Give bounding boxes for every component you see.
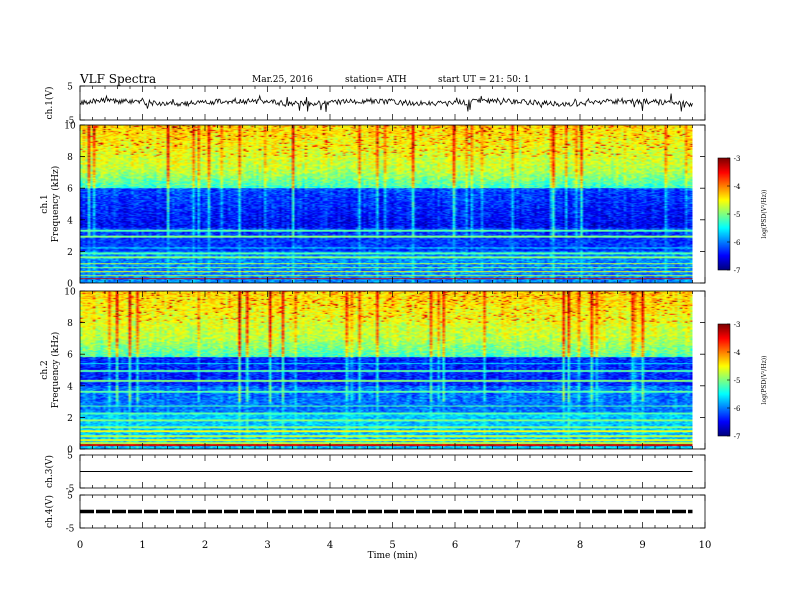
spectrogram-image-ch2 (80, 291, 693, 449)
y-tick-label: 6 (67, 185, 73, 195)
y-tick-label: 5 (67, 83, 73, 93)
x-tick-label: 0 (77, 540, 83, 551)
y-tick-label: 6 (67, 351, 73, 361)
colorbar-tick-label: -6 (734, 239, 741, 247)
colorbar-tick-label: -4 (734, 183, 741, 191)
y-tick-label: 4 (67, 216, 73, 226)
x-tick-label: 3 (264, 540, 270, 551)
start-time-label: start UT = 21: 50: 1 (438, 75, 530, 85)
figure-title: VLF Spectra (80, 72, 157, 86)
y-tick-label: -5 (66, 117, 75, 127)
y-tick-label: -5 (66, 525, 75, 535)
colorbar-tick-label: -7 (734, 267, 741, 275)
y-tick-label: -5 (66, 485, 75, 495)
y-tick-label: 4 (67, 382, 73, 392)
x-tick-label: 4 (327, 540, 333, 551)
y-axis-label: ch.1(V) (44, 87, 55, 120)
y-tick-label: 0 (67, 446, 73, 456)
x-tick-label: 6 (452, 540, 458, 551)
colorbar-tick-label: -5 (734, 211, 741, 219)
colorbar-label: log(PSD(V²/Hz)) (761, 356, 768, 405)
colorbar-tick-label: -7 (734, 433, 741, 441)
x-tick-label: 5 (389, 540, 395, 551)
y-axis-label: Frequency (kHz) (50, 332, 61, 409)
colorbar-tick-label: -4 (734, 349, 741, 357)
colorbar-tick-label: -3 (734, 321, 741, 329)
y-axis-label: Frequency (kHz) (50, 166, 61, 243)
spectrogram-image-ch1 (80, 125, 693, 283)
y-tick-label: 10 (64, 288, 76, 298)
y-axis-label: ch.1 (40, 194, 50, 213)
x-tick-label: 9 (639, 540, 645, 551)
colorbar-tick-label: -5 (734, 377, 741, 385)
y-tick-label: 0 (67, 280, 73, 290)
y-tick-label: 8 (67, 153, 73, 163)
y-tick-label: 2 (67, 414, 73, 424)
observation-date: Mar.25, 2016 (252, 75, 313, 85)
y-tick-label: 5 (67, 492, 73, 502)
x-tick-label: 10 (699, 540, 712, 551)
y-tick-label: 8 (67, 319, 73, 329)
x-tick-label: 1 (139, 540, 145, 551)
x-tick-label: 7 (514, 540, 520, 551)
station-label: station= ATH (345, 75, 407, 85)
y-axis-label: ch.3(V) (44, 455, 55, 488)
y-tick-label: 10 (64, 122, 76, 132)
x-tick-label: 8 (577, 540, 583, 551)
x-tick-label: 2 (202, 540, 208, 551)
ch1-waveform-trace (79, 93, 693, 112)
y-axis-label: ch.2 (40, 360, 50, 379)
colorbar-tick-label: -6 (734, 405, 741, 413)
y-axis-label: ch.4(V) (44, 495, 55, 528)
colorbar-label: log(PSD(V²/Hz)) (761, 190, 768, 239)
x-axis-label: Time (min) (368, 550, 418, 561)
y-tick-label: 2 (67, 248, 73, 258)
y-tick-label: 5 (67, 452, 73, 462)
colorbar-tick-label: -3 (734, 155, 741, 163)
